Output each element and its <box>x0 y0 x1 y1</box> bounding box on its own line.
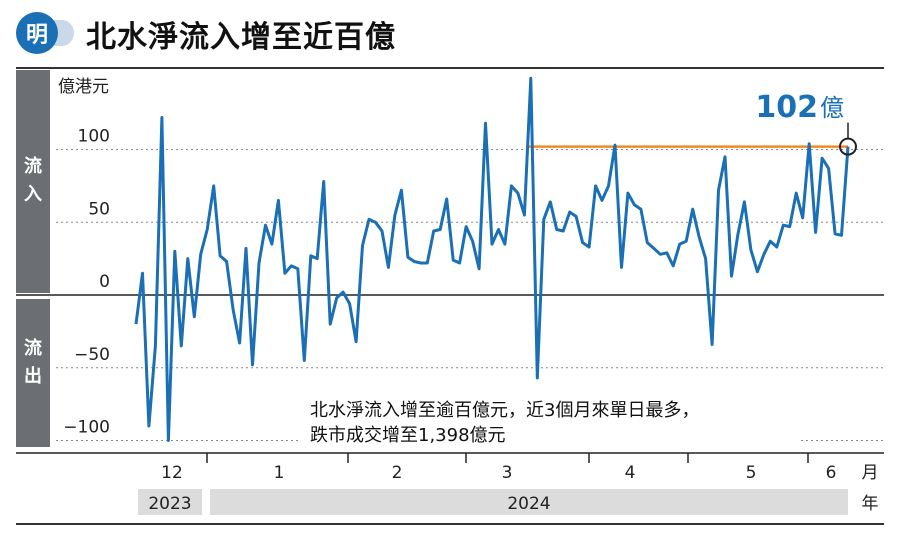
y-tick-label: −50 <box>74 345 110 365</box>
annotation-line-1: 北水淨流入增至逾百億元，近3個月來單日最多， <box>310 400 699 421</box>
y-axis-label: 億港元 <box>58 77 109 97</box>
y-tick-labels: 100 50 0 −50 −100 <box>63 127 110 438</box>
year-label-2024: 2024 <box>507 494 550 514</box>
y-tick-label: 0 <box>99 272 110 292</box>
month-label: 2 <box>392 463 403 483</box>
y-tick-label: 50 <box>88 199 110 219</box>
month-label: 6 <box>826 463 837 483</box>
y-tick-label: 100 <box>78 127 110 147</box>
month-ticks <box>206 453 809 463</box>
month-label: 5 <box>746 463 757 483</box>
inflow-band-label-1: 流 <box>24 155 42 177</box>
series-line <box>134 76 850 442</box>
year-label-2023: 2023 <box>148 494 191 514</box>
month-unit: 月 <box>862 463 879 483</box>
month-label: 4 <box>625 463 636 483</box>
outflow-band <box>16 299 50 447</box>
inflow-band <box>16 70 50 293</box>
year-band-2023 <box>138 489 202 515</box>
highlight-value: 102 <box>755 90 818 125</box>
month-label: 12 <box>161 463 183 483</box>
month-label: 1 <box>274 463 285 483</box>
month-label: 3 <box>502 463 513 483</box>
headline: 北水淨流入增至近百億 <box>86 20 396 55</box>
top-rule <box>16 67 884 69</box>
month-labels: 12 1 2 3 4 5 6 <box>161 463 836 483</box>
newspaper-logo: 明 <box>16 12 58 54</box>
year-band-2024 <box>210 489 848 515</box>
outflow-band-label-1: 流 <box>24 337 42 359</box>
outflow-band-label-2: 出 <box>24 365 42 387</box>
y-tick-label: −100 <box>63 418 110 438</box>
annotation-box <box>300 395 800 449</box>
annotation-line-2: 跌市成交增至1,398億元 <box>310 425 506 446</box>
bottom-rule <box>16 523 884 525</box>
year-unit: 年 <box>862 494 879 514</box>
inflow-band-label-2: 入 <box>24 184 42 205</box>
highlight-unit: 億 <box>820 94 844 122</box>
